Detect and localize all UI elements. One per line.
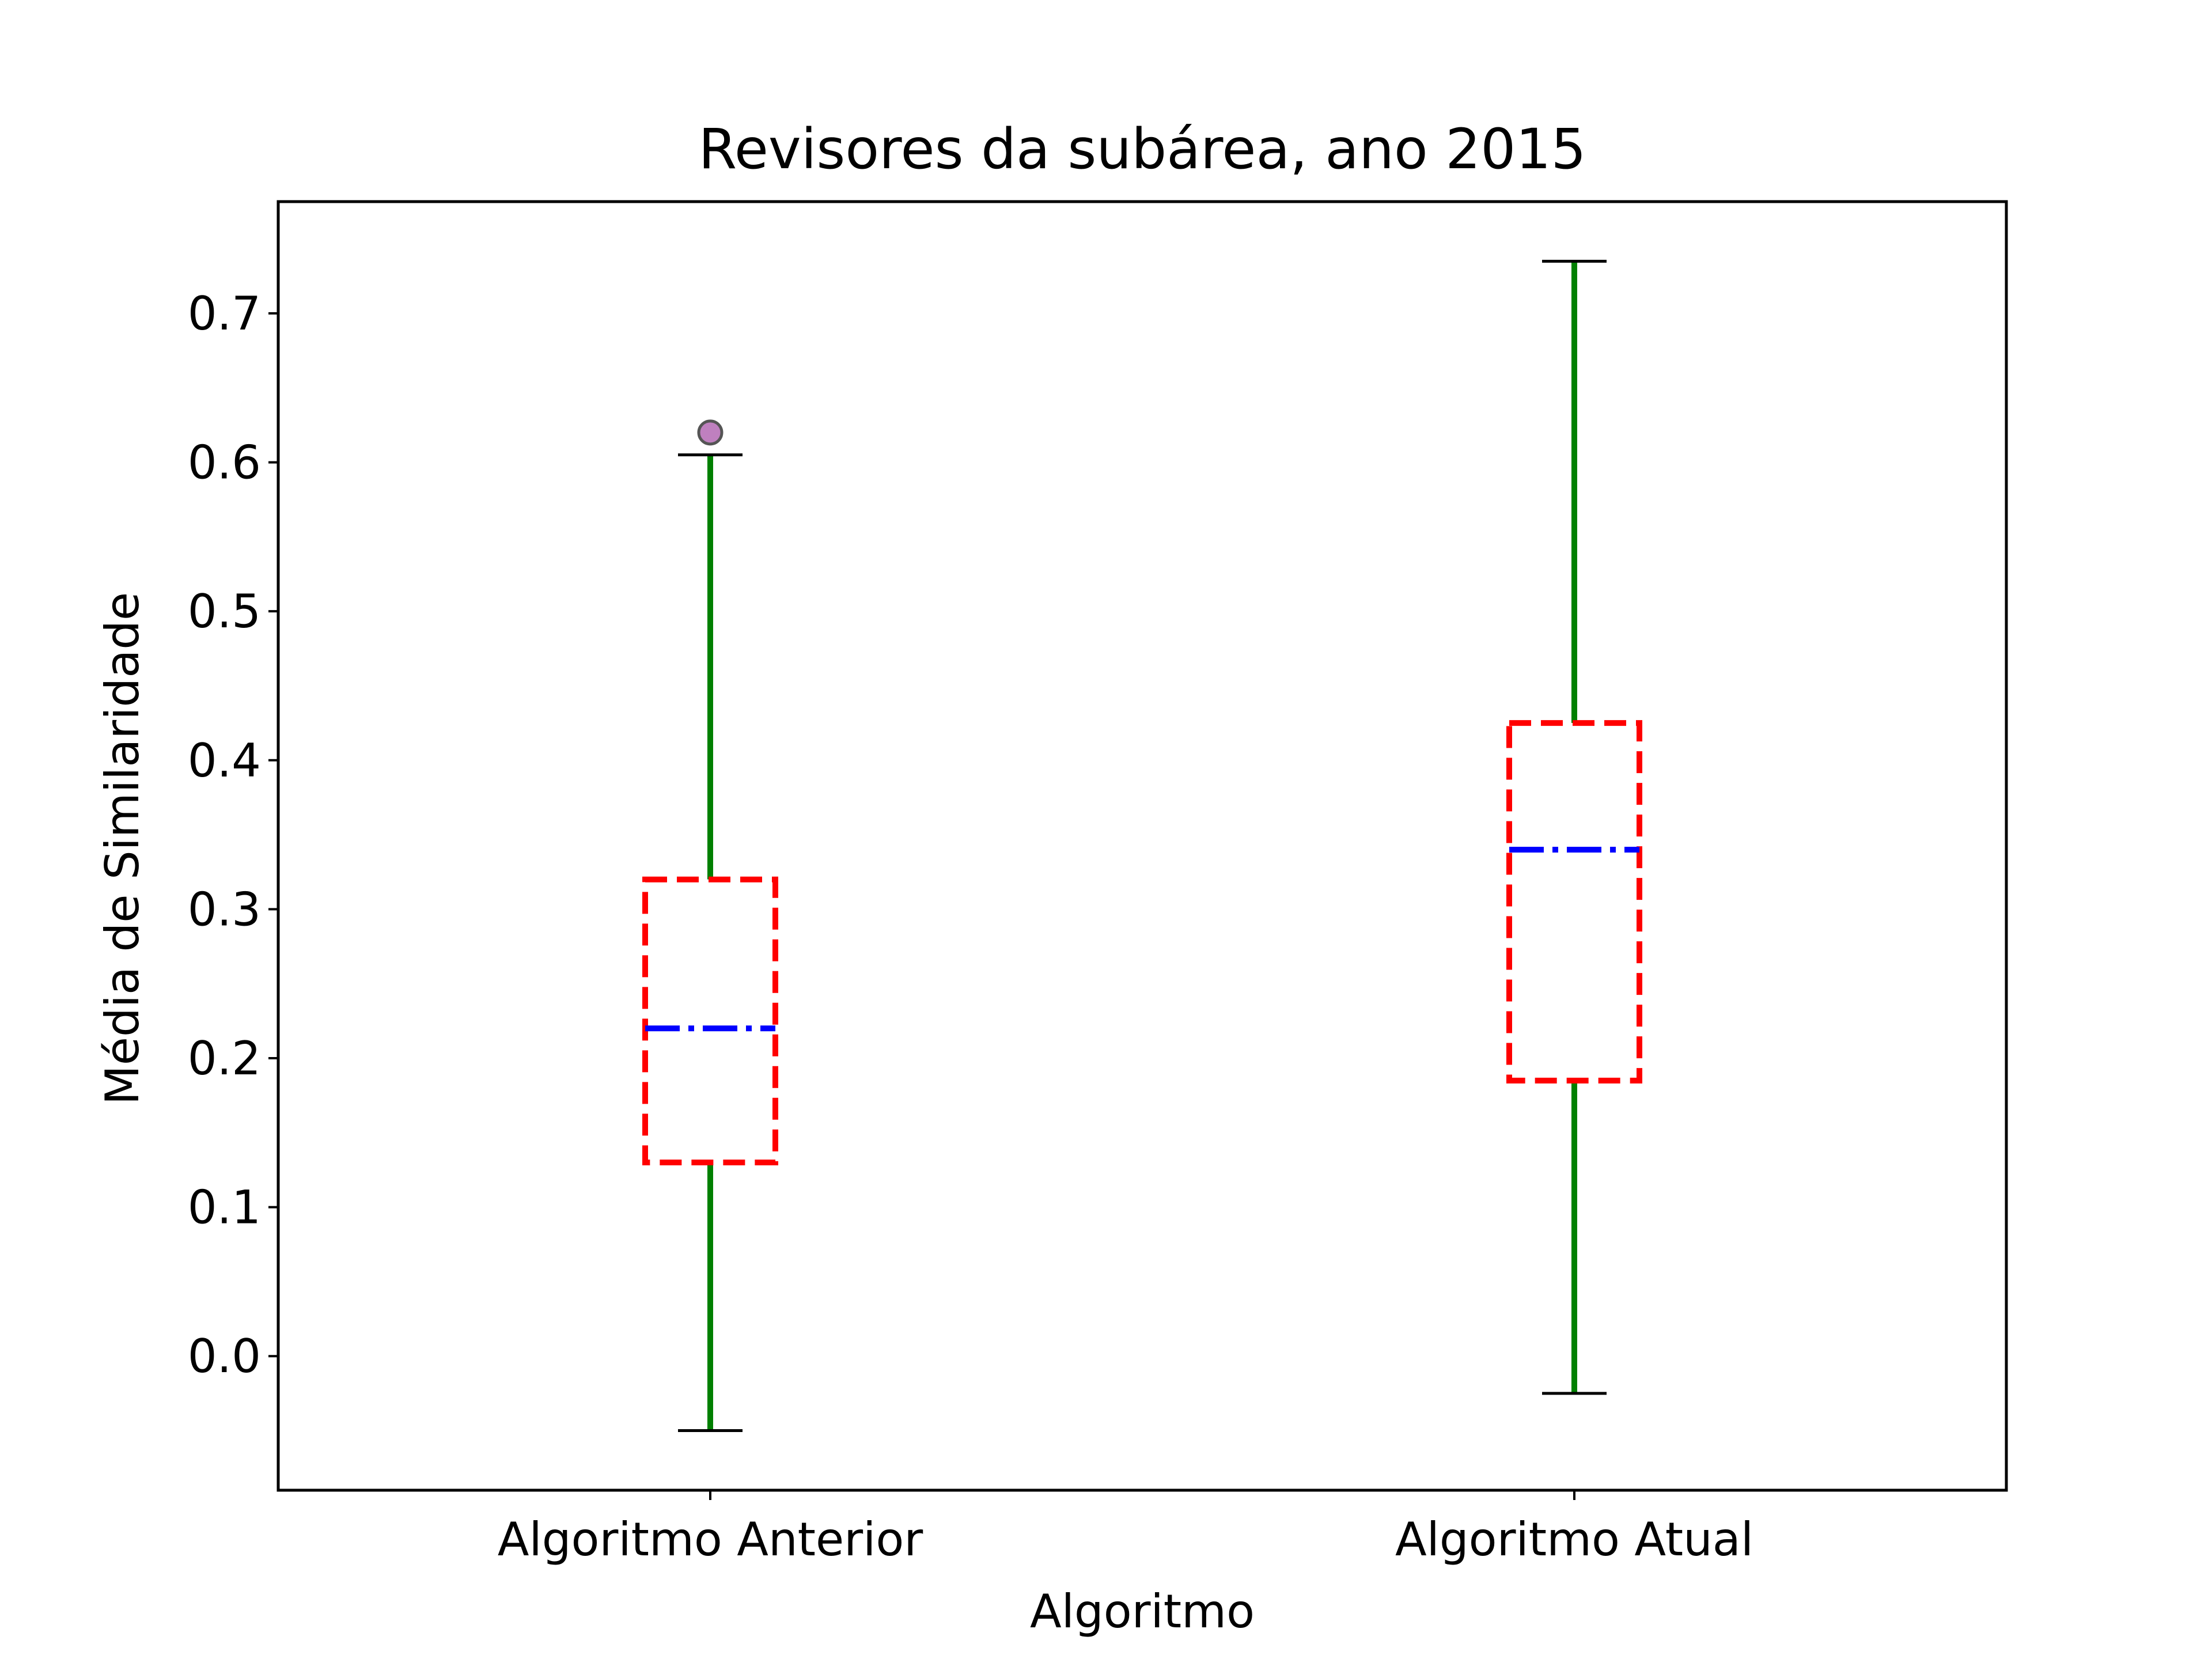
- chart-title: Revisores da subárea, ano 2015: [698, 117, 1586, 181]
- y-tick-label: 0.2: [188, 1032, 261, 1085]
- y-tick-label: 0.0: [188, 1330, 261, 1383]
- y-tick-label: 0.6: [188, 436, 261, 490]
- y-tick-label: 0.1: [188, 1181, 261, 1234]
- x-tick-label: Algoritmo Anterior: [498, 1513, 923, 1566]
- x-tick-label: Algoritmo Atual: [1395, 1513, 1753, 1566]
- y-tick-label: 0.3: [188, 882, 261, 936]
- box-iqr: [642, 876, 778, 1166]
- y-tick-label: 0.5: [188, 585, 261, 638]
- y-tick-label: 0.7: [188, 287, 261, 340]
- y-axis-label: Média de Similaridade: [96, 592, 149, 1105]
- box-iqr: [1506, 720, 1642, 1084]
- outlier-point: [697, 419, 724, 446]
- plot-frame: [276, 200, 2008, 1492]
- y-tick-label: 0.4: [188, 734, 261, 787]
- box-group-algoritmo-atual: [1506, 259, 1642, 1395]
- x-axis-label: Algoritmo: [1030, 1585, 1255, 1638]
- box-group-algoritmo-anterior: [642, 419, 778, 1433]
- plot-area: [642, 259, 1642, 1433]
